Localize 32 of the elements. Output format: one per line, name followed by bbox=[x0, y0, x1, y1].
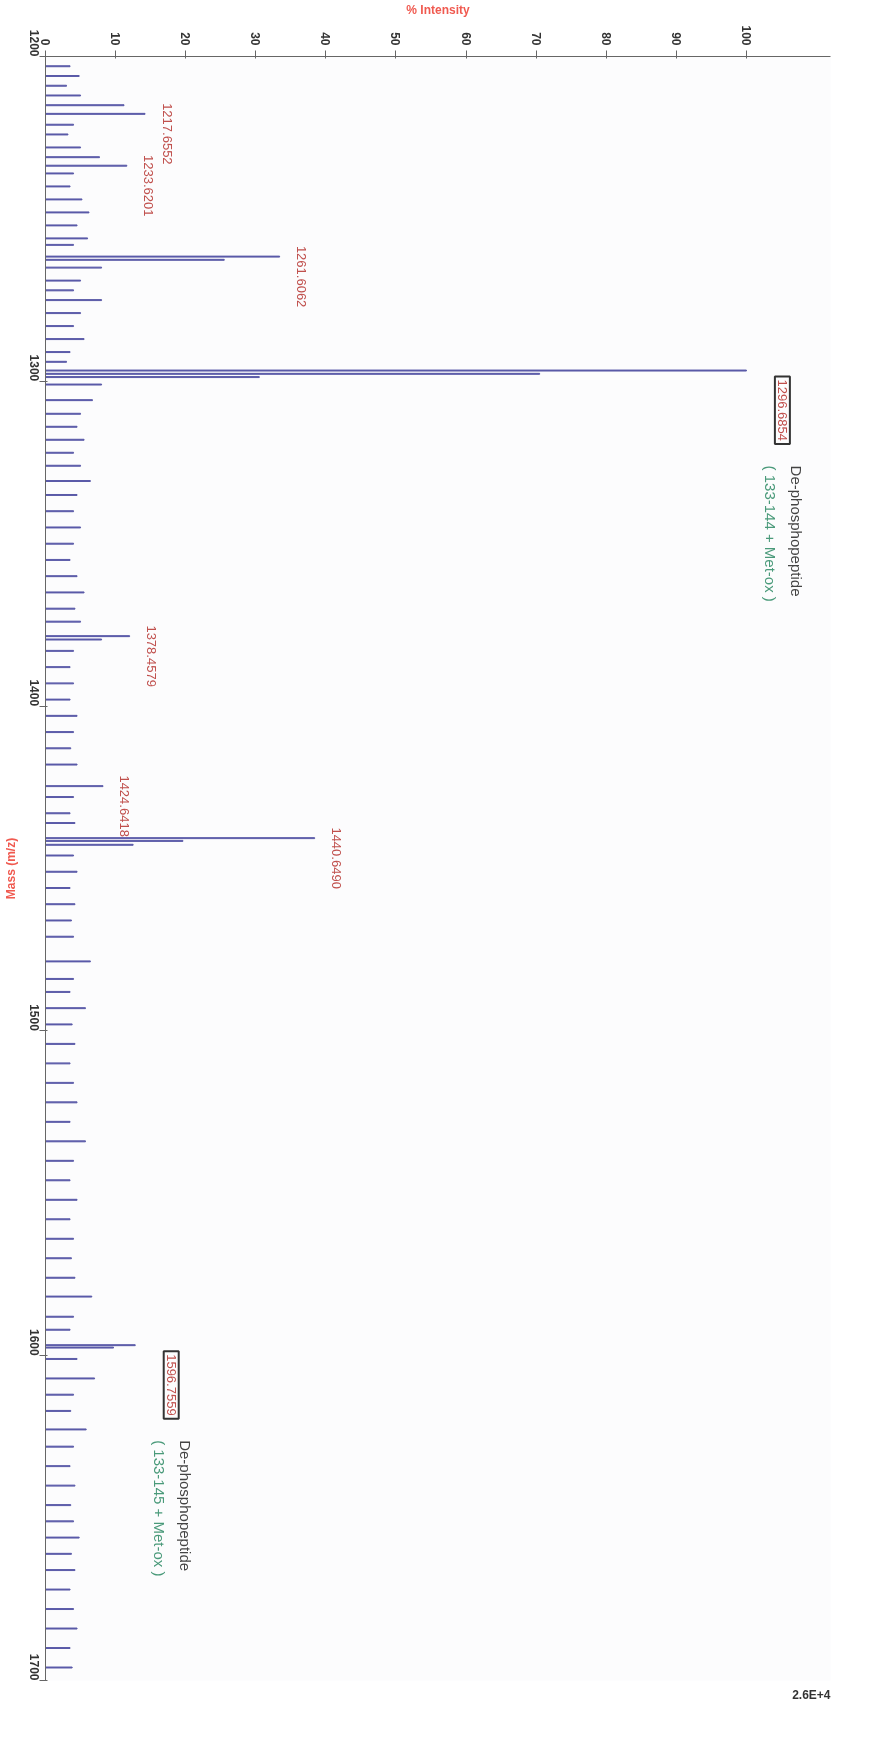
annotation: 1596.7559 bbox=[163, 1354, 179, 1416]
y-tick-label: 1700 bbox=[27, 1653, 41, 1681]
y-tick-label: 1400 bbox=[27, 679, 41, 707]
x-tick-label: 90 bbox=[668, 32, 683, 46]
annotation: ( 133-144 + Met-ox ) bbox=[761, 465, 779, 602]
annotation: 1296.6854 bbox=[774, 379, 790, 441]
x-tick-label: 70 bbox=[528, 32, 543, 46]
annotation: 1217.6552 bbox=[159, 103, 175, 165]
annotation: ( 133-145 + Met-ox ) bbox=[150, 1440, 168, 1577]
annotation: 1261.6062 bbox=[294, 245, 310, 308]
annotation: De-phosphopeptide bbox=[787, 465, 805, 597]
annotation: 1424.6418 bbox=[117, 775, 133, 837]
annotation: 1378.4579 bbox=[144, 625, 160, 687]
annotation: 1440.6490 bbox=[329, 827, 345, 889]
x-tick-label: 30 bbox=[248, 32, 263, 46]
x-tick-label: 20 bbox=[178, 32, 193, 46]
x-tick-label: 100 bbox=[738, 25, 753, 46]
annotation: 1233.6201 bbox=[141, 154, 157, 217]
x-tick-label: 40 bbox=[318, 32, 333, 46]
x-tick-label: 10 bbox=[108, 32, 123, 46]
x-tick-label: 80 bbox=[598, 32, 613, 46]
y-tick-label: 1300 bbox=[27, 354, 41, 382]
x-tick-label: 50 bbox=[388, 32, 403, 46]
y-tick-label: 1600 bbox=[27, 1329, 41, 1357]
y-tick-label: 1200 bbox=[27, 29, 41, 57]
y-tick-label: 1500 bbox=[27, 1004, 41, 1032]
x-tick-label: 60 bbox=[458, 32, 473, 46]
x-tick-label: 0 bbox=[38, 38, 52, 46]
y-axis-title: Mass (m/z) bbox=[3, 837, 18, 900]
x-axis-title: % Intensity bbox=[406, 3, 470, 18]
text: 2.6E+4 bbox=[792, 1687, 831, 1702]
annotation: De-phosphopeptide bbox=[176, 1440, 194, 1572]
